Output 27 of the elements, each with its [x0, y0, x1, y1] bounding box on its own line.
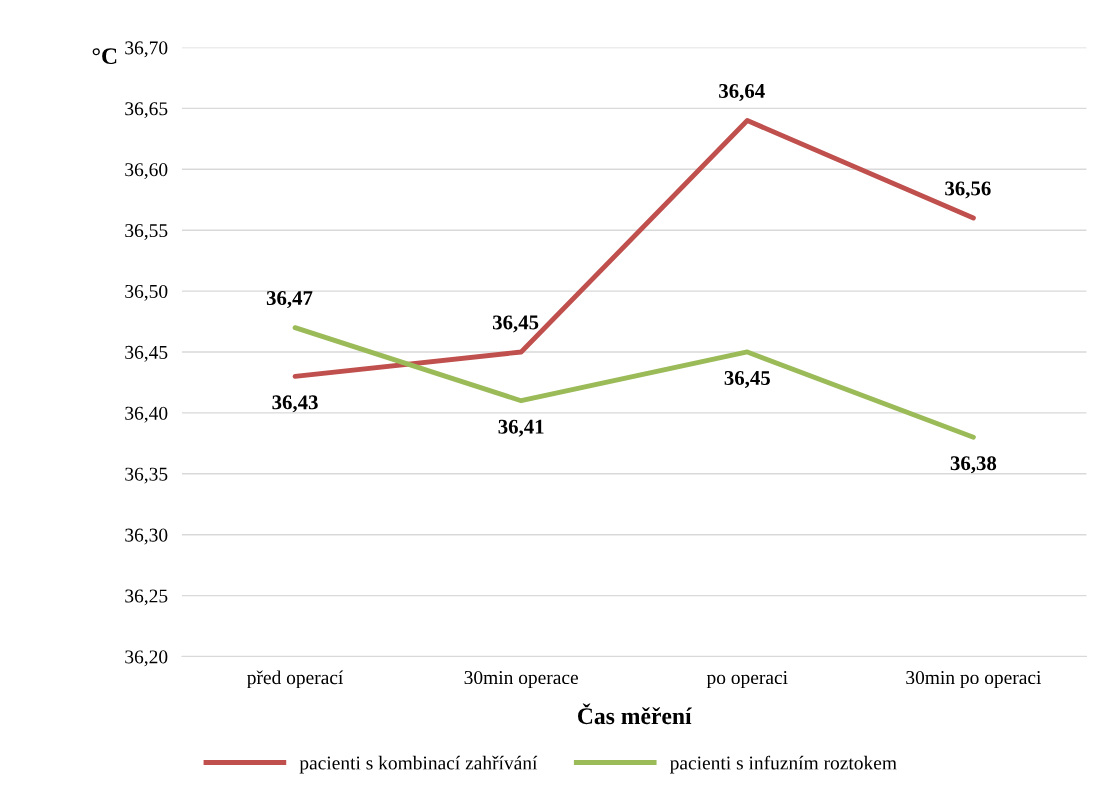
x-tick-label: po operaci: [706, 671, 788, 689]
y-tick-label: 36,40: [125, 406, 168, 423]
x-tick-label: 30min po operaci: [906, 670, 1042, 689]
legend-label: pacienti s kombinací zahřívání: [299, 755, 538, 774]
data-label: 36,41: [498, 419, 544, 437]
y-axis-title: °C: [92, 48, 117, 65]
y-tick-label: 36,30: [125, 528, 168, 545]
x-tick-label: před operací: [247, 670, 344, 689]
data-label: 36,38: [950, 456, 997, 474]
y-tick-label: 36,45: [125, 345, 168, 362]
y-tick-label: 36,70: [125, 41, 168, 58]
data-label: 36,47: [266, 291, 313, 309]
y-tick-label: 36,55: [125, 224, 168, 240]
data-label: 36,56: [945, 181, 991, 199]
data-label: 36,45: [492, 315, 539, 333]
y-tick-label: 36,65: [125, 102, 168, 119]
data-label: 36,64: [719, 83, 765, 102]
x-tick-label: 30min operace: [464, 670, 578, 689]
y-tick-label: 36,20: [125, 650, 168, 667]
data-label: 36,45: [724, 370, 770, 389]
x-axis-title: Čas měření: [578, 703, 692, 725]
legend-label: pacienti s infuzním roztokem: [669, 755, 897, 774]
y-tick-label: 36,35: [125, 467, 168, 484]
y-tick-label: 36,60: [125, 163, 168, 180]
y-tick-label: 36,25: [125, 589, 168, 606]
data-label: 36,43: [272, 395, 318, 413]
y-tick-label: 36,50: [125, 284, 168, 301]
